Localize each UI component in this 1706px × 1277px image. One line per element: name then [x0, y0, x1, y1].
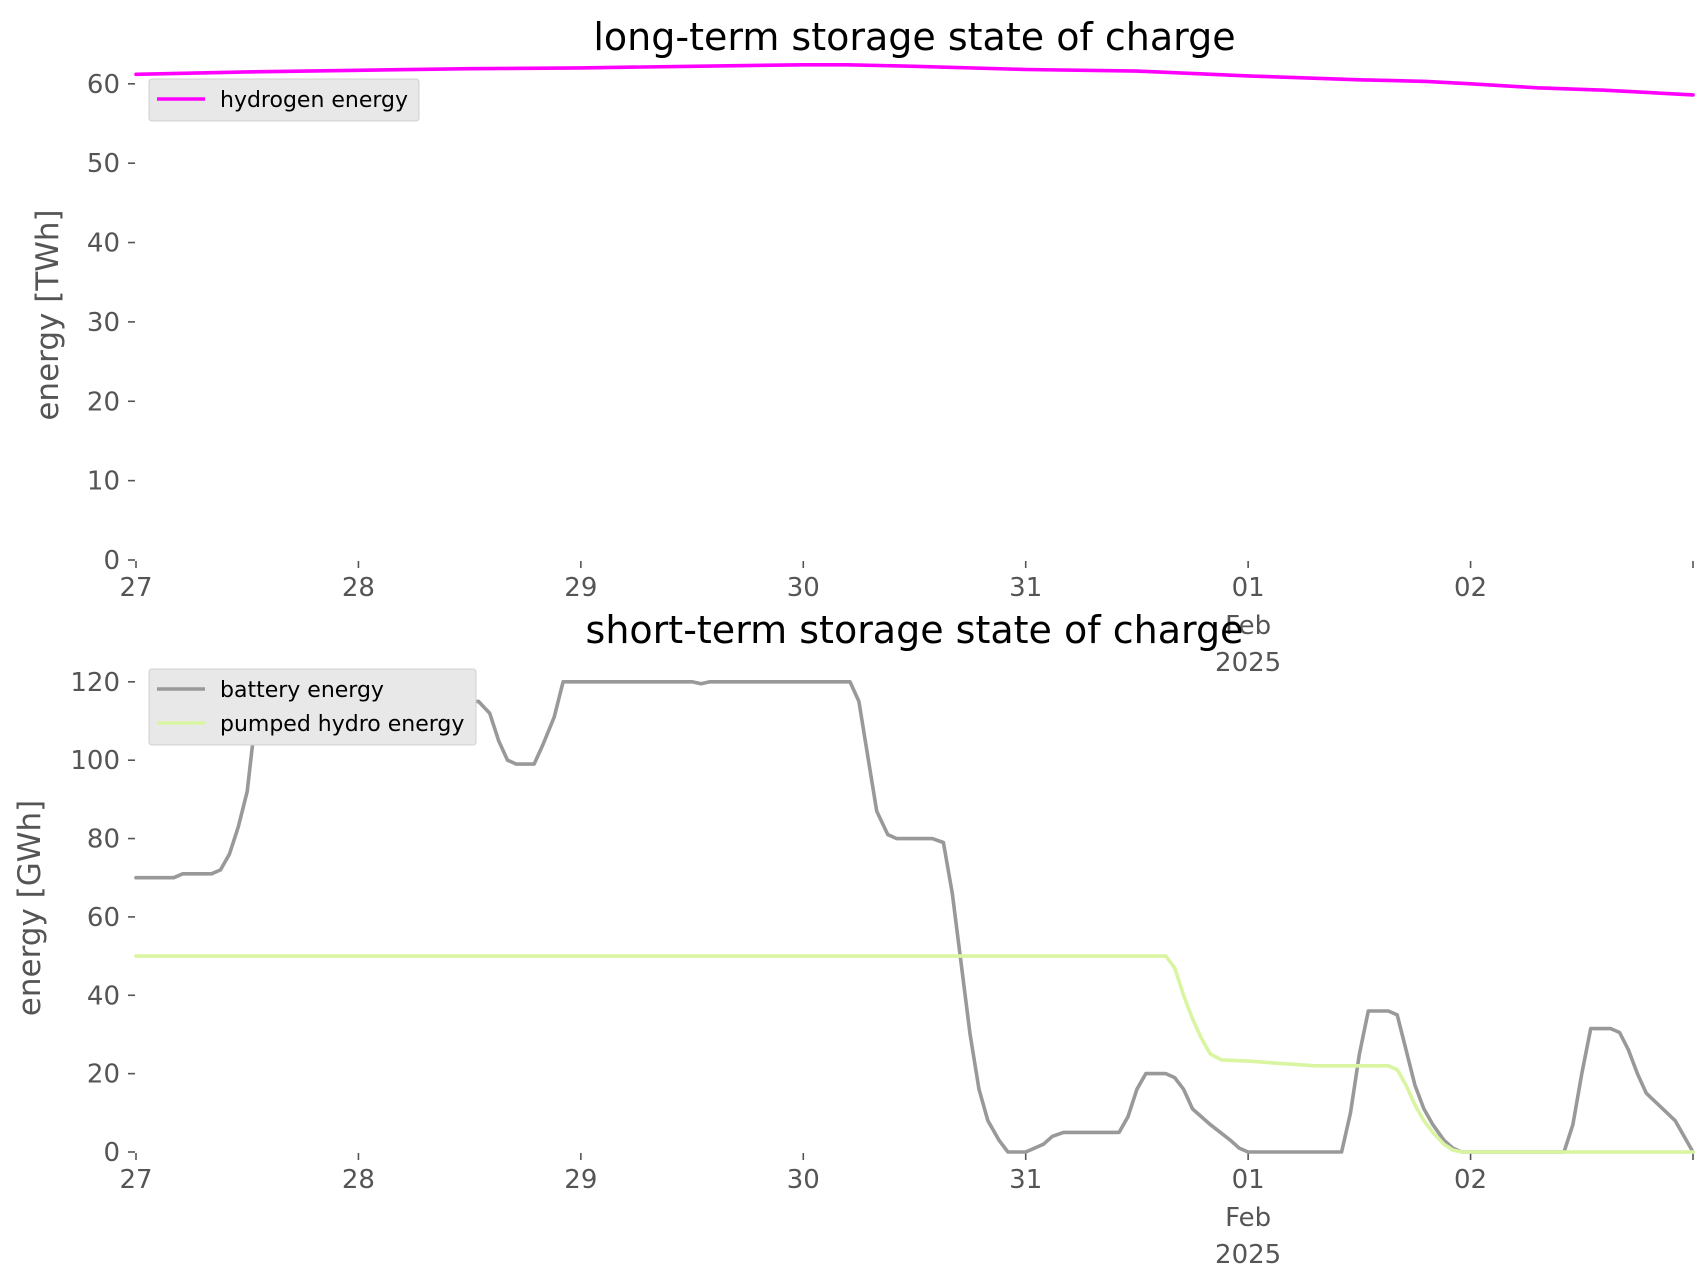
- y-tick-label: 20: [87, 387, 120, 417]
- x-tick-sublabel: 2025: [1215, 1240, 1281, 1270]
- x-tick-sublabel: Feb: [1225, 611, 1271, 641]
- chart-title: short-term storage state of charge: [586, 608, 1244, 652]
- x-tick-label: 27: [119, 573, 152, 603]
- legend-box: [148, 668, 477, 746]
- y-axis-label: energy [TWh]: [30, 209, 66, 420]
- y-tick-label: 100: [70, 746, 120, 776]
- x-tick-label: 28: [342, 1165, 375, 1195]
- series-line-hydrogen-energy: [134, 63, 1695, 97]
- y-tick-label: 40: [87, 229, 120, 259]
- chart-legend: hydrogen energy: [148, 78, 420, 122]
- y-tick-label: 60: [87, 70, 120, 100]
- x-tick-label: 30: [787, 573, 820, 603]
- x-tick-label: 02: [1454, 1165, 1487, 1195]
- y-tick-label: 120: [70, 668, 120, 698]
- y-tick-label: 40: [87, 981, 120, 1011]
- x-tick-label: 31: [1009, 573, 1042, 603]
- chart-legend: battery energy pumped hydro energy: [148, 668, 477, 746]
- legend-label: battery energy: [220, 678, 384, 703]
- y-tick-label: 0: [103, 546, 120, 576]
- x-tick-label: 29: [564, 573, 597, 603]
- x-tick-label: 27: [119, 1165, 152, 1195]
- series-line-battery-energy: [134, 680, 1695, 1154]
- short-term-storage-chart: short-term storage state of charge energy…: [12, 608, 1695, 1270]
- legend-label: hydrogen energy: [220, 88, 408, 113]
- x-tick-label: 28: [342, 573, 375, 603]
- x-tick-label: 01: [1232, 573, 1265, 603]
- legend-label: pumped hydro energy: [220, 712, 464, 737]
- y-tick-label: 0: [103, 1138, 120, 1168]
- y-tick-label: 20: [87, 1060, 120, 1090]
- y-tick-label: 60: [87, 903, 120, 933]
- series-line-pumped-hydro-energy: [134, 954, 1695, 1154]
- y-tick-label: 30: [87, 308, 120, 338]
- legend-box: [148, 78, 420, 122]
- x-tick-label: 01: [1232, 1165, 1265, 1195]
- long-term-storage-chart: long-term storage state of charge energy …: [30, 15, 1695, 678]
- x-tick-label: 29: [564, 1165, 597, 1195]
- x-tick-label: 30: [787, 1165, 820, 1195]
- chart-title: long-term storage state of charge: [593, 15, 1235, 59]
- x-tick-sublabel: Feb: [1225, 1203, 1271, 1233]
- y-axis-label: energy [GWh]: [12, 800, 48, 1016]
- y-tick-label: 50: [87, 149, 120, 179]
- y-tick-label: 80: [87, 825, 120, 855]
- x-tick-sublabel: 2025: [1215, 648, 1281, 678]
- x-tick-label: 31: [1009, 1165, 1042, 1195]
- y-tick-label: 10: [87, 467, 120, 497]
- x-tick-label: 02: [1454, 573, 1487, 603]
